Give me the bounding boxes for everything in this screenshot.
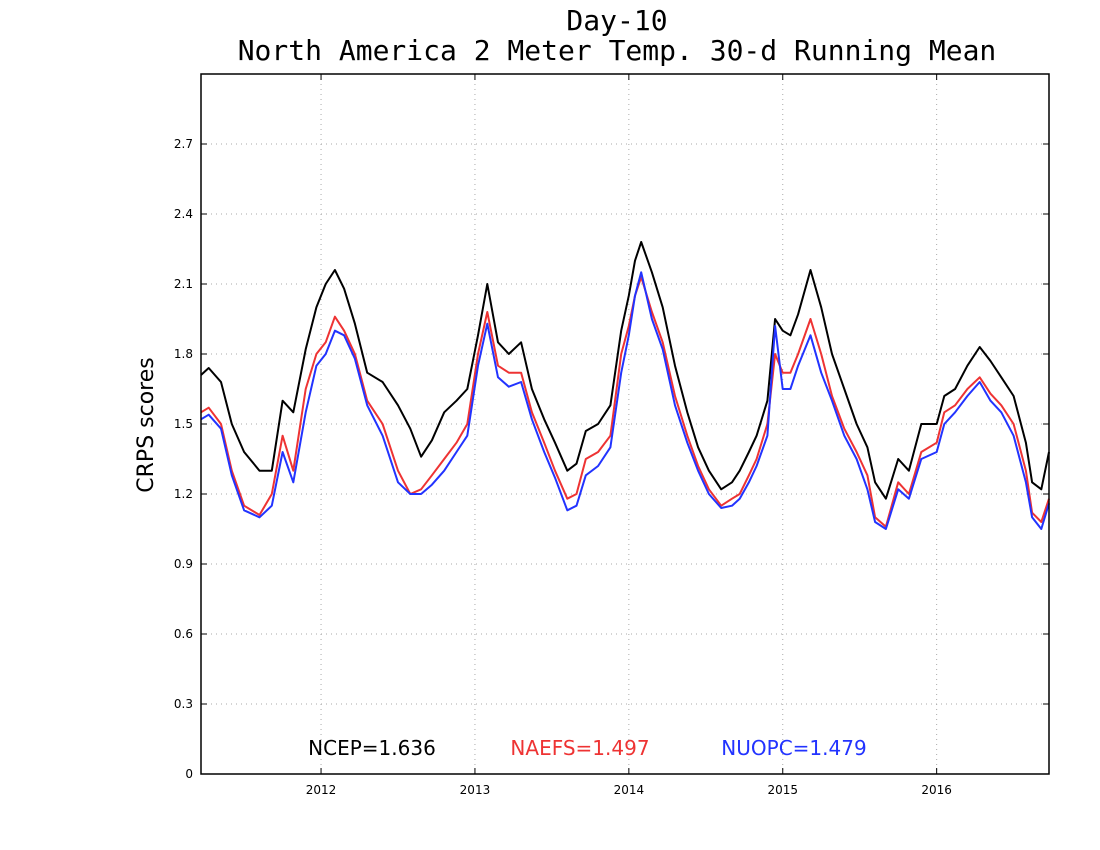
series-layer <box>200 241 1050 530</box>
x-tick-label: 2013 <box>460 783 491 797</box>
chart-title: Day-10 <box>566 4 667 37</box>
y-tick-label: 0.9 <box>174 557 193 571</box>
x-tick-label: 2014 <box>614 783 645 797</box>
y-tick-label: 0 <box>185 767 193 781</box>
y-tick-label: 2.4 <box>174 207 193 221</box>
axis-ticks: 0 0.3 0.6 0.9 1.2 1.5 1.8 2.1 2.4 2.7 2012 2013 2014… <box>174 74 1049 797</box>
y-axis-label: CRPS scores <box>134 357 159 492</box>
legend-entry: NCEP=1.636 <box>308 736 436 760</box>
y-tick-label: 1.5 <box>174 417 193 431</box>
y-tick-label: 2.7 <box>174 137 193 151</box>
x-tick-label: 2016 <box>921 783 952 797</box>
y-tick-label: 0.3 <box>174 697 193 711</box>
y-tick-label: 1.8 <box>174 347 193 361</box>
legend-entry: NAEFS=1.497 <box>510 736 649 760</box>
series-line-nuopc <box>200 271 1050 530</box>
series-line-ncep <box>200 241 1050 500</box>
x-tick-label: 2012 <box>306 783 337 797</box>
y-tick-label: 2.1 <box>174 277 193 291</box>
x-tick-label: 2015 <box>767 783 798 797</box>
legend-entry: NUOPC=1.479 <box>721 736 866 760</box>
y-tick-label: 1.2 <box>174 487 193 501</box>
y-tick-label: 0.6 <box>174 627 193 641</box>
chart-subtitle: North America 2 Meter Temp. 30-d Running… <box>238 34 997 67</box>
legend: NCEP=1.636 NAEFS=1.497 NUOPC=1.479 <box>308 736 867 760</box>
